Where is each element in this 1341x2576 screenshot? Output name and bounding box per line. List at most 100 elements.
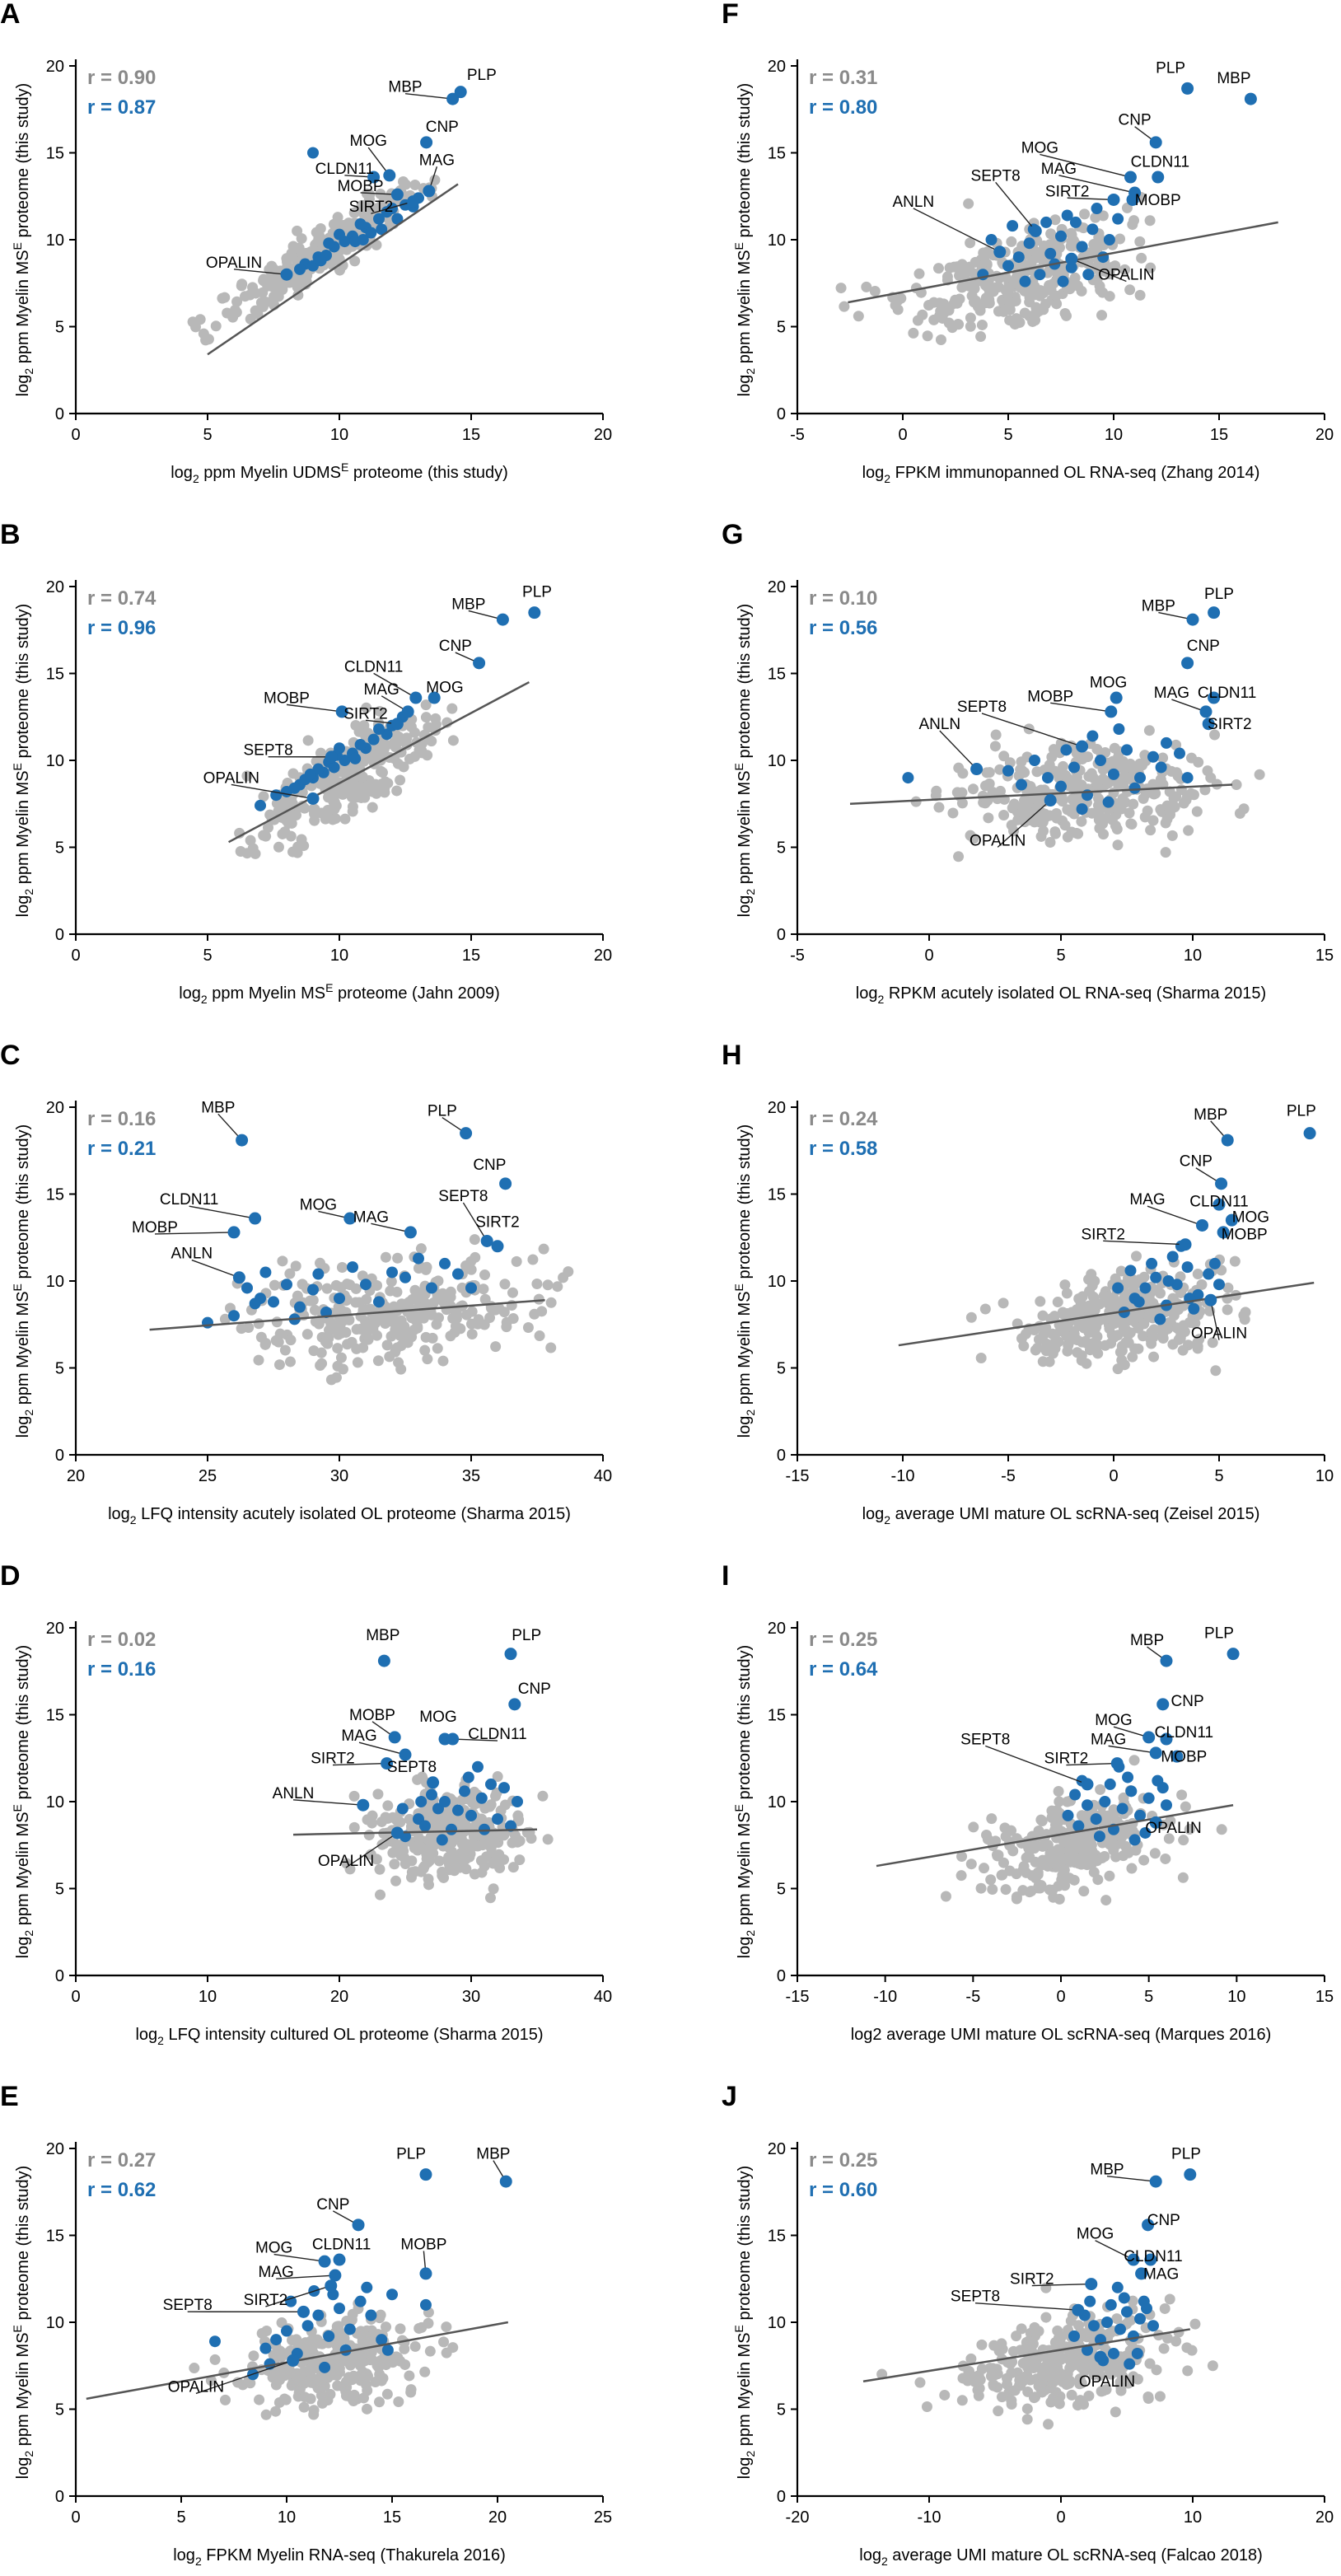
data-point-all bbox=[1084, 247, 1096, 259]
data-point-all bbox=[1177, 1344, 1189, 1356]
data-point-all bbox=[507, 1862, 519, 1873]
label-leader-line bbox=[1147, 1205, 1203, 1227]
highlighted-point-sirt2 bbox=[491, 1240, 504, 1253]
data-point-all bbox=[335, 1352, 347, 1363]
data-point-all bbox=[254, 2394, 265, 2405]
data-point-all bbox=[423, 1854, 435, 1865]
data-point-all bbox=[1178, 1835, 1189, 1846]
y-tick-label: 0 bbox=[777, 926, 786, 944]
y-tick-label: 15 bbox=[46, 145, 64, 163]
data-point-all bbox=[423, 2317, 434, 2329]
data-point-myelin bbox=[1068, 2330, 1080, 2342]
data-point-all bbox=[485, 1302, 497, 1314]
correlation-myelin-proteins: r = 0.96 bbox=[87, 617, 156, 639]
data-point-all bbox=[346, 2314, 357, 2326]
x-tick-label: 0 bbox=[71, 2508, 80, 2527]
y-tick-label: 20 bbox=[46, 1099, 64, 1117]
data-point-all bbox=[1222, 1282, 1234, 1293]
data-point-all bbox=[438, 2336, 450, 2348]
x-tick-label: 10 bbox=[1184, 947, 1202, 965]
highlighted-point-mobp bbox=[335, 705, 348, 718]
data-point-all bbox=[1083, 2390, 1095, 2401]
data-point-all bbox=[1021, 2362, 1033, 2373]
data-point-all bbox=[1170, 1305, 1181, 1316]
data-point-myelin bbox=[1065, 261, 1077, 273]
panel-letter: D bbox=[0, 1560, 21, 1592]
data-point-all bbox=[1196, 1279, 1208, 1290]
gene-label-anln: ANLN bbox=[171, 1246, 213, 1263]
gene-label-cnp: CNP bbox=[518, 1681, 551, 1698]
highlighted-point-mag bbox=[329, 2269, 342, 2282]
gene-label-mobp: MOBP bbox=[1222, 1226, 1268, 1243]
data-point-all bbox=[538, 1243, 549, 1255]
x-tick-label: 0 bbox=[898, 426, 907, 444]
data-point-all bbox=[990, 729, 1002, 741]
label-leader-line bbox=[332, 1762, 387, 1766]
data-point-all bbox=[984, 778, 995, 789]
x-tick-label: 5 bbox=[176, 2508, 185, 2527]
data-point-myelin bbox=[288, 782, 301, 794]
data-point-all bbox=[993, 1849, 1004, 1861]
data-point-all bbox=[1104, 1323, 1115, 1335]
data-point-myelin bbox=[1141, 2303, 1152, 2315]
data-point-all bbox=[1082, 1317, 1094, 1329]
data-point-all bbox=[1173, 1323, 1184, 1335]
data-point-all bbox=[1047, 1348, 1058, 1359]
data-point-myelin bbox=[419, 2298, 432, 2311]
data-point-myelin bbox=[323, 237, 335, 250]
gene-label-opalin: OPALIN bbox=[1191, 1325, 1247, 1343]
data-point-myelin bbox=[373, 723, 385, 736]
y-tick-label: 10 bbox=[768, 231, 786, 250]
gene-label-mog: MOG bbox=[1021, 140, 1058, 157]
data-point-all bbox=[321, 1283, 333, 1294]
blue-point-set bbox=[1068, 2281, 1159, 2370]
data-point-myelin bbox=[376, 223, 388, 236]
data-point-all bbox=[1045, 228, 1057, 240]
highlighted-point-mag bbox=[1135, 2267, 1148, 2280]
data-point-all bbox=[1063, 1339, 1074, 1351]
data-point-all bbox=[347, 801, 358, 812]
y-tick-label: 5 bbox=[55, 1360, 64, 1378]
highlighted-point-cnp bbox=[1215, 1177, 1228, 1190]
data-point-all bbox=[1133, 1322, 1144, 1334]
data-point-all bbox=[1177, 1872, 1189, 1883]
data-point-myelin bbox=[492, 1813, 503, 1826]
data-point-myelin bbox=[1061, 209, 1073, 222]
data-point-all bbox=[415, 1866, 427, 1877]
gene-label-mbp: MBP bbox=[1130, 1632, 1164, 1649]
data-point-myelin bbox=[1154, 1313, 1166, 1325]
data-point-all bbox=[983, 812, 994, 824]
gene-label-sirt2: SIRT2 bbox=[311, 1751, 355, 1768]
data-point-myelin bbox=[228, 1310, 240, 1322]
gene-label-mag: MAG bbox=[1129, 1191, 1165, 1209]
data-point-all bbox=[375, 1889, 386, 1900]
data-point-all bbox=[514, 1854, 526, 1866]
gene-label-sept8: SEPT8 bbox=[960, 1731, 1010, 1748]
label-leader-line bbox=[1040, 153, 1131, 178]
highlighted-point-mbp bbox=[1149, 2175, 1162, 2188]
gene-label-mag: MAG bbox=[364, 681, 399, 699]
gene-label-mobp: MOBP bbox=[338, 178, 384, 195]
data-point-all bbox=[329, 791, 340, 802]
gene-label-plp: PLP bbox=[522, 584, 552, 601]
label-leader-line bbox=[1095, 2240, 1134, 2260]
y-tick-label: 10 bbox=[46, 231, 64, 250]
data-point-myelin bbox=[1118, 2292, 1130, 2304]
data-point-all bbox=[210, 320, 222, 332]
data-point-all bbox=[1061, 1288, 1072, 1299]
highlighted-point-sept8 bbox=[427, 1776, 440, 1789]
data-point-all bbox=[542, 1279, 554, 1291]
data-point-all bbox=[501, 1321, 512, 1333]
data-point-all bbox=[1125, 818, 1137, 830]
data-point-all bbox=[1035, 1814, 1047, 1826]
data-point-all bbox=[1115, 2382, 1127, 2393]
data-point-myelin bbox=[1090, 1813, 1102, 1826]
data-point-all bbox=[1042, 1860, 1054, 1872]
data-point-all bbox=[932, 263, 944, 274]
data-point-myelin bbox=[294, 1301, 306, 1313]
data-point-all bbox=[1028, 2392, 1040, 2404]
data-point-all bbox=[292, 289, 304, 301]
data-point-all bbox=[985, 1874, 997, 1886]
data-point-all bbox=[330, 2363, 342, 2374]
data-point-all bbox=[372, 1788, 384, 1800]
